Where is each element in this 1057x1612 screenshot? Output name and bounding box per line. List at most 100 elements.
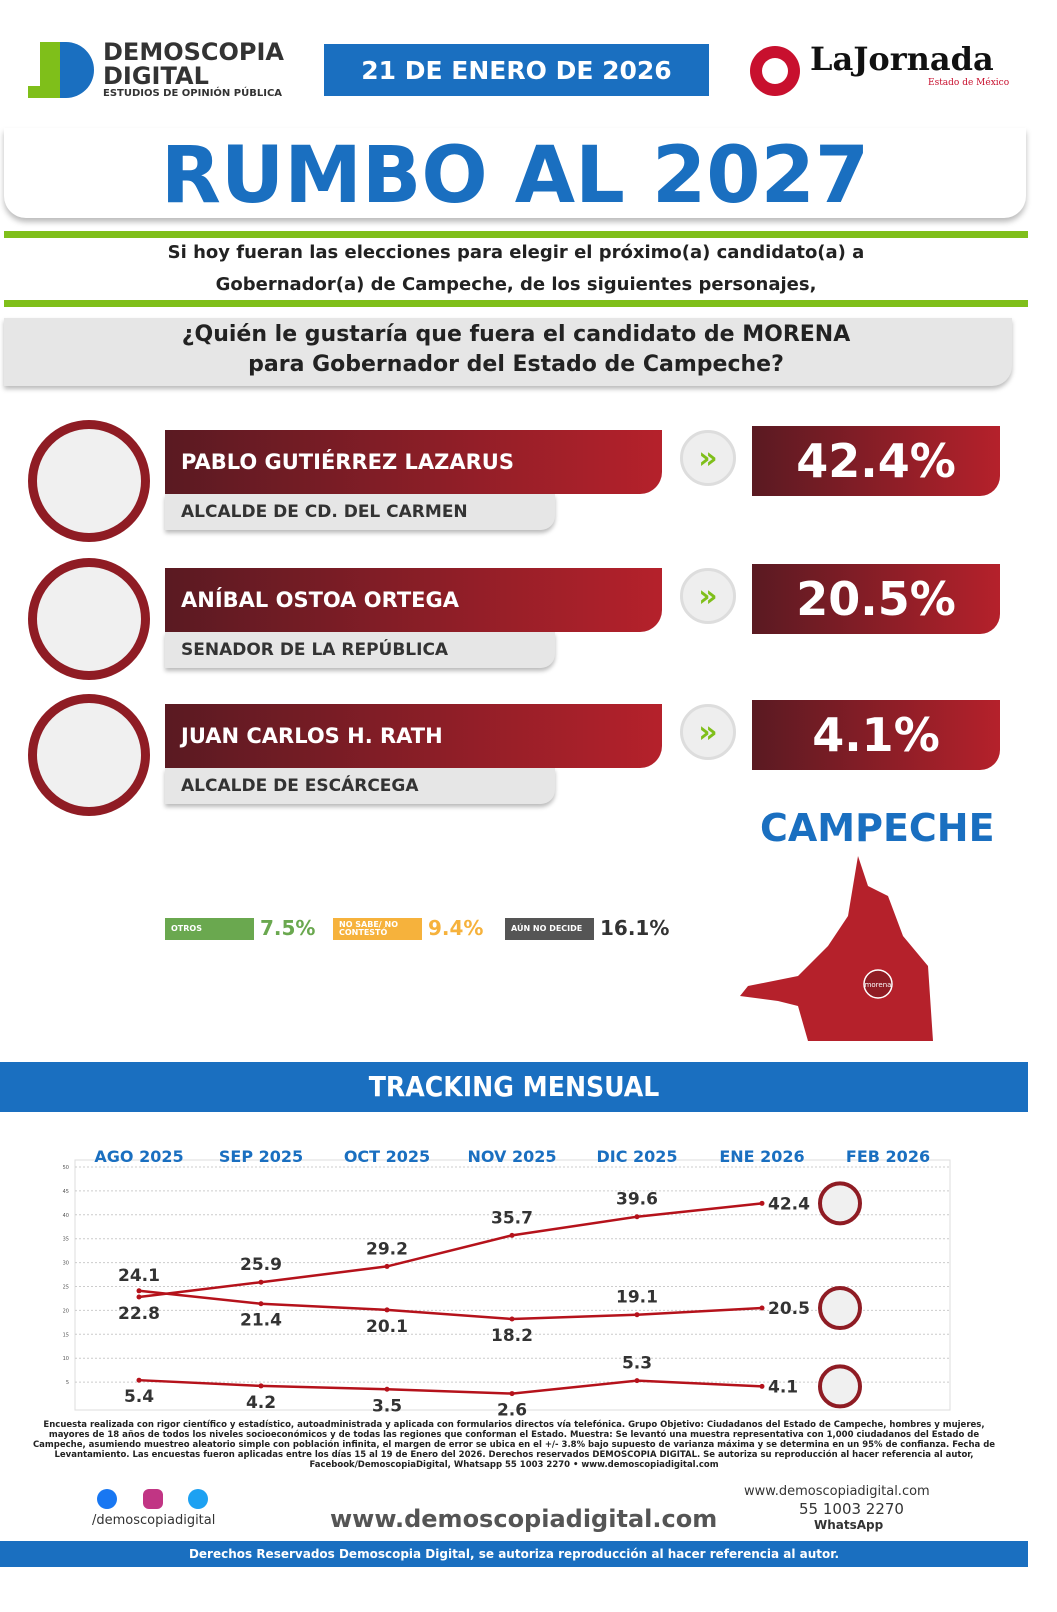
point (384, 1386, 390, 1392)
x-tick-label: ENE 2026 (719, 1147, 804, 1166)
avatar (818, 1286, 862, 1331)
y-tick-label: 20 (63, 1308, 69, 1314)
partner-icon (750, 46, 800, 96)
point (759, 1305, 765, 1311)
social: /demoscopiadigital (92, 1513, 216, 1528)
data-label: 4.2 (246, 1393, 276, 1413)
point (136, 1288, 142, 1294)
name-bar: PABLO GUTIÉRREZ LAZARUS (165, 430, 662, 494)
point (634, 1214, 640, 1220)
whatsapp: WhatsApp (814, 1518, 884, 1532)
photo (28, 420, 150, 542)
series-line (138, 1289, 763, 1321)
point (509, 1316, 515, 1322)
x-tick-label: DIC 2025 (596, 1147, 677, 1166)
role-bar: ALCALDE DE ESCÁRCEGA (165, 768, 555, 804)
y-tick-label: 50 (63, 1165, 69, 1171)
other-label: NO SABE/ NO CONTESTÓ (333, 918, 422, 940)
other-value: 7.5% (260, 916, 316, 940)
y-tick-label: 25 (63, 1285, 69, 1291)
other-value: 9.4% (428, 916, 484, 940)
data-label: 20.5 (768, 1299, 810, 1319)
data-label: 29.2 (366, 1239, 408, 1259)
y-tick-label: 5 (66, 1380, 69, 1386)
other-label: AÚN NO DECIDE (505, 918, 594, 940)
chart: 5 10 15 20 25 30 35 40 45 50 AGO 2025 SEP 2025 OCT 2… (63, 1147, 951, 1420)
y-tick-label: 35 (63, 1237, 69, 1243)
y-tick-label: 30 (63, 1261, 69, 1267)
data-label: 4.1 (768, 1377, 798, 1397)
web: www.demoscopiadigital.com (330, 1505, 718, 1533)
data-label: 24.1 (118, 1266, 160, 1286)
point (634, 1378, 640, 1384)
point (136, 1294, 142, 1300)
y-tick-label: 10 (63, 1356, 69, 1362)
state: CAMPECHE (760, 806, 995, 850)
y-tick-label: 45 (63, 1189, 69, 1195)
x-tick-label: NOV 2025 (467, 1147, 556, 1166)
value-box: 4.1% (752, 700, 1000, 770)
question-box (4, 318, 1012, 386)
rule (4, 300, 1028, 307)
question-1: ¿Quién le gustaría que fuera el candidat… (181, 322, 851, 347)
point (759, 1200, 765, 1206)
x-tick-label: AGO 2025 (94, 1147, 183, 1166)
point (509, 1391, 515, 1397)
x-tick-label: OCT 2025 (344, 1147, 430, 1166)
social-icons (97, 1489, 208, 1509)
chevron: » (680, 568, 736, 624)
point (759, 1383, 765, 1389)
series-line (138, 1378, 763, 1395)
method: Encuesta realizada con rigor científico … (32, 1420, 996, 1470)
point (384, 1307, 390, 1313)
rule (4, 231, 1028, 238)
data-label: 5.3 (622, 1354, 652, 1374)
series-line (138, 1202, 763, 1299)
y-tick-label: 40 (63, 1213, 69, 1219)
point (258, 1383, 264, 1389)
brand: DEMOSCOPIA (103, 38, 284, 66)
photo (28, 694, 150, 816)
value-box: 42.4% (752, 426, 1000, 496)
chevron: » (680, 430, 736, 486)
data-label: 39.6 (616, 1190, 658, 1210)
y-tick-label: 15 (63, 1332, 69, 1338)
brand-sub: ESTUDIOS DE OPINIÓN PÚBLICA (103, 88, 283, 99)
date: 21 DE ENERO DE 2026 (324, 44, 709, 96)
name-bar: JUAN CARLOS H. RATH (165, 704, 662, 768)
avatar (818, 1364, 862, 1409)
question-2: para Gobernador del Estado de Campeche? (248, 352, 784, 377)
point (384, 1263, 390, 1269)
photo (28, 558, 150, 680)
rights: Derechos Reservados Demoscopia Digital, … (0, 1541, 1028, 1567)
avatar (818, 1181, 862, 1226)
other-value: 16.1% (600, 916, 670, 940)
point (509, 1232, 515, 1238)
other-label: OTROS (165, 918, 254, 940)
name-bar: ANÍBAL OSTOA ORTEGA (165, 568, 662, 632)
data-label: 19.1 (616, 1288, 658, 1308)
web-small: www.demoscopiadigital.com (744, 1484, 930, 1499)
data-label: 5.4 (124, 1387, 154, 1407)
data-label: 18.2 (491, 1326, 533, 1346)
map-label: morena (865, 981, 892, 989)
point (258, 1301, 264, 1307)
partner-sub: Estado de México (928, 78, 1010, 88)
data-label: 22.8 (118, 1304, 160, 1324)
data-label: 20.1 (366, 1317, 408, 1337)
chevron: » (680, 704, 736, 760)
logo-icon (28, 42, 94, 98)
tracking-title: TRACKING MENSUAL (0, 1062, 1028, 1112)
point (634, 1312, 640, 1318)
map: morena (740, 856, 933, 1041)
data-label: 2.6 (497, 1401, 527, 1420)
x-tick-label: SEP 2025 (219, 1147, 303, 1166)
data-label: 35.7 (491, 1208, 533, 1228)
brand2: DIGITAL (103, 62, 209, 90)
data-label: 3.5 (372, 1396, 402, 1416)
x-tick-label: FEB 2026 (846, 1147, 930, 1166)
data-label: 42.4 (768, 1194, 810, 1214)
intro-2: Gobernador(a) de Campeche, de los siguie… (215, 274, 817, 295)
partner: LaJornada (810, 40, 994, 78)
